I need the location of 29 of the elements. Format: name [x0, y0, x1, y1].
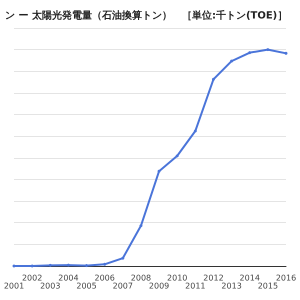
- x-tick-label: 2002: [22, 274, 42, 282]
- x-tick-label: 2011: [185, 282, 206, 290]
- x-tick-label: 2004: [58, 274, 79, 282]
- x-tick-label: 2013: [221, 282, 242, 290]
- x-tick-label: 2012: [203, 274, 224, 282]
- point: [284, 52, 288, 55]
- point: [212, 78, 215, 81]
- x-tick-label: 2003: [40, 282, 60, 290]
- x-tick-label: 2005: [76, 282, 97, 290]
- x-tick-label: 2009: [148, 282, 170, 290]
- x-tick-label: 2016: [276, 274, 296, 282]
- point: [139, 224, 142, 228]
- point: [176, 154, 179, 158]
- point: [85, 264, 88, 268]
- x-tick-label: 2015: [258, 282, 278, 290]
- x-tick-label: 2001: [4, 282, 24, 290]
- x-tick-label: 2007: [112, 282, 133, 290]
- x-tick-label: 2014: [240, 274, 260, 282]
- point: [266, 48, 270, 52]
- point: [66, 264, 70, 267]
- x-tick-label: 2010: [167, 274, 188, 282]
- x-tick-label: 2006: [94, 274, 115, 282]
- point: [121, 256, 124, 260]
- point: [194, 129, 197, 132]
- x-tick-label: 2008: [130, 274, 152, 282]
- point: [230, 60, 234, 63]
- chart-title: ン ー 太陽光発電量（石油換算トン） ［単位:千トン(TOE)］: [5, 10, 288, 22]
- point: [248, 51, 252, 54]
- point: [158, 170, 161, 173]
